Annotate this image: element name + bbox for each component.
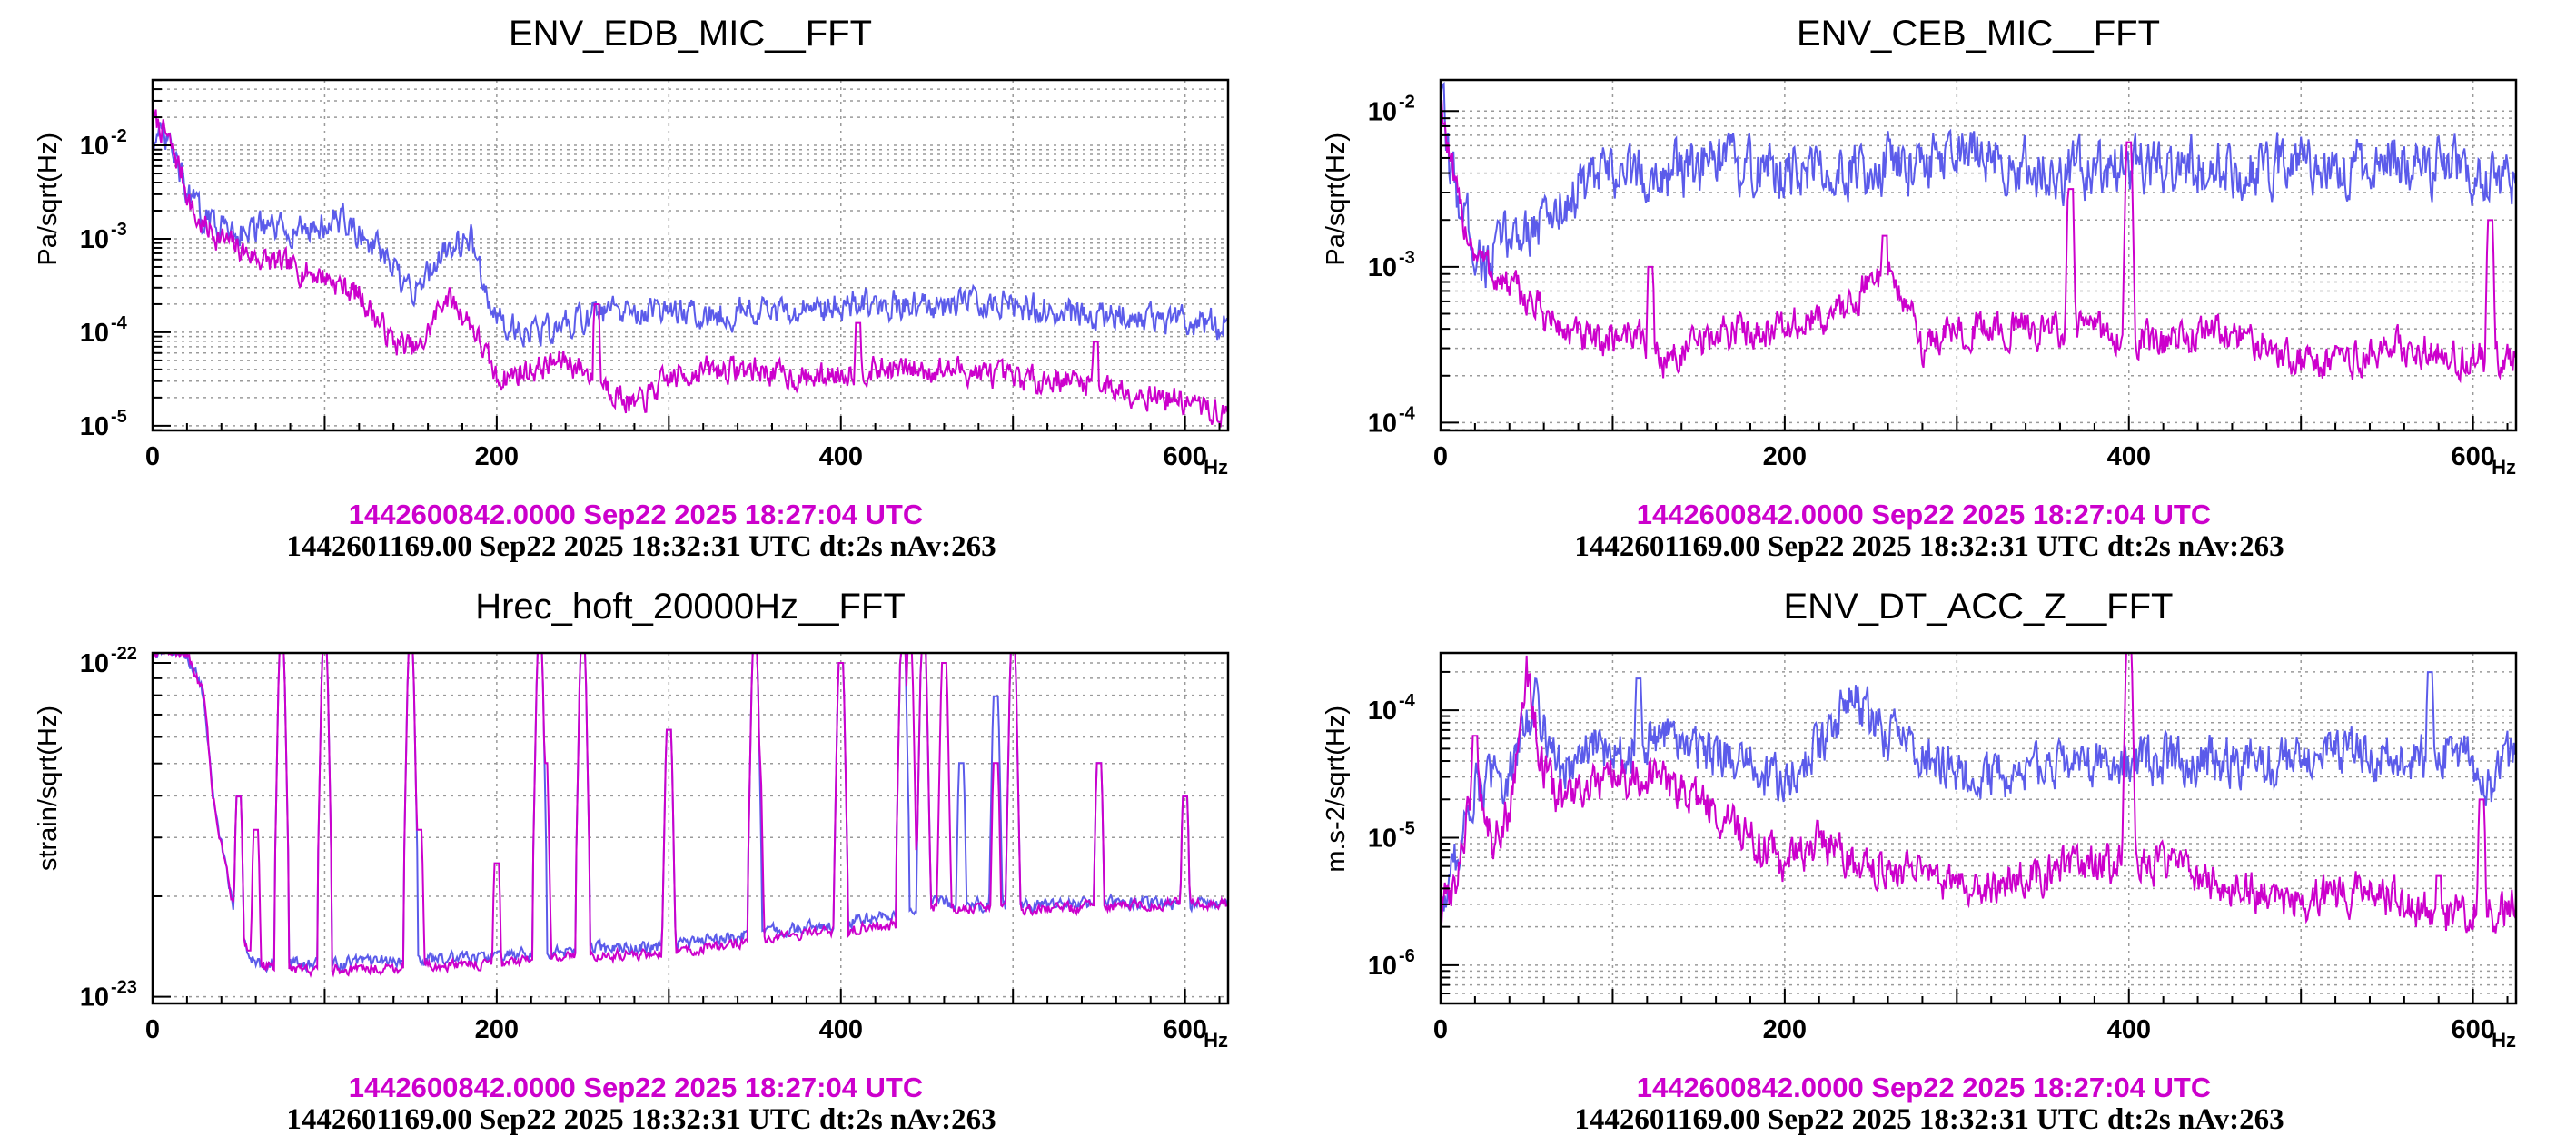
reference-timestamp: 1442600842.0000 Sep22 2025 18:27:04 UTC: [349, 499, 924, 530]
x-tick-label: 400: [819, 442, 863, 471]
current-timestamp: 1442601169.00 Sep22 2025 18:32:31 UTC dt…: [1574, 530, 2284, 563]
y-axis-label: strain/sqrt(Hz): [34, 706, 63, 871]
y-tick-label: 10: [80, 649, 109, 678]
y-tick-exponent: -4: [1399, 403, 1416, 423]
x-tick-label: 0: [1433, 1015, 1448, 1044]
plot-area: [153, 653, 1228, 979]
x-axis: [152, 989, 1221, 1003]
y-axis: [1441, 670, 1459, 995]
series-reference-line: [153, 109, 1228, 428]
reference-timestamp: 1442600842.0000 Sep22 2025 18:27:04 UTC: [1637, 499, 2212, 530]
series-current-line: [1441, 81, 2516, 289]
x-tick-label: 200: [1763, 442, 1807, 471]
plot-frame: [151, 78, 1230, 432]
y-axis: [1441, 110, 1459, 431]
x-tick-label: 200: [475, 1015, 519, 1044]
reference-timestamp: 1442600842.0000 Sep22 2025 18:27:04 UTC: [349, 1072, 924, 1103]
y-tick-label: 10: [80, 225, 109, 254]
y-tick-exponent: -4: [111, 313, 128, 333]
y-tick-label: 10: [1368, 696, 1397, 726]
reference-timestamp: 1442600842.0000 Sep22 2025 18:27:04 UTC: [1637, 1072, 2212, 1103]
y-tick-label: 10: [80, 983, 109, 1013]
y-tick-label: 10: [1368, 253, 1397, 282]
x-tick-label: 0: [145, 442, 160, 471]
y-tick-exponent: -5: [111, 407, 127, 427]
y-axis-label: Pa/sqrt(Hz): [34, 133, 63, 266]
x-axis: [152, 416, 1221, 430]
grid: [153, 653, 1228, 1003]
x-axis-label: Hz: [2492, 456, 2516, 479]
plot-area: [1441, 81, 2516, 384]
x-tick-label: 600: [1163, 442, 1206, 471]
chart-title: ENV_DT_ACC_Z__FFT: [1784, 587, 2174, 627]
y-tick-label: 10: [1368, 409, 1397, 438]
x-tick-label: 400: [2107, 442, 2151, 471]
y-tick-exponent: -2: [1399, 92, 1415, 112]
x-axis: [1440, 989, 2509, 1003]
y-tick-exponent: -23: [111, 978, 137, 998]
plot-frame: [151, 651, 1230, 1005]
y-tick-exponent: -3: [111, 220, 127, 240]
y-tick-label: 10: [1368, 952, 1397, 981]
y-tick-exponent: -6: [1399, 946, 1415, 966]
series-current-line: [1441, 671, 2516, 921]
y-tick-exponent: -3: [1399, 248, 1415, 268]
x-tick-label: 600: [2451, 442, 2494, 471]
y-tick-exponent: -22: [111, 644, 137, 664]
x-tick-label: 200: [1763, 1015, 1807, 1044]
x-tick-label: 400: [819, 1015, 863, 1044]
y-tick-label: 10: [1368, 97, 1397, 126]
x-tick-label: 200: [475, 442, 519, 471]
y-tick-label: 10: [80, 319, 109, 348]
x-tick-label: 600: [2451, 1015, 2494, 1044]
y-axis-label: m.s-2/sqrt(Hz): [1322, 706, 1351, 873]
y-axis-label: Pa/sqrt(Hz): [1322, 133, 1351, 266]
y-axis: [153, 662, 171, 998]
x-tick-label: 600: [1163, 1015, 1206, 1044]
x-axis-label: Hz: [1204, 1029, 1228, 1052]
chart-panel-2: Hrec_hoft_20000Hz__FFT 0 200 400 600 Hz 10 -22 1…: [0, 573, 1288, 1146]
y-tick-exponent: -5: [1399, 819, 1415, 839]
chart-panel-0: ENV_EDB_MIC__FFT 0 200 400 600 Hz 10 -2 10 -3 10 -4…: [0, 0, 1288, 573]
chart-title: ENV_EDB_MIC__FFT: [509, 14, 872, 54]
y-axis: [153, 79, 171, 431]
y-tick-label: 10: [80, 132, 109, 161]
current-timestamp: 1442601169.00 Sep22 2025 18:32:31 UTC dt…: [286, 530, 996, 563]
chart-panel-1: ENV_CEB_MIC__FFT 0 200 400 600 Hz 10 -2 10 -3 10 -4…: [1288, 0, 2576, 573]
y-tick-label: 10: [1368, 825, 1397, 854]
chart-title: Hrec_hoft_20000Hz__FFT: [475, 587, 906, 627]
current-timestamp: 1442601169.00 Sep22 2025 18:32:31 UTC dt…: [286, 1103, 996, 1136]
series-reference-line: [153, 653, 1228, 979]
series-reference-line: [1441, 99, 2516, 384]
plot-frame: [1439, 651, 2518, 1005]
plot-area: [1441, 653, 2516, 934]
series-reference-line: [1441, 653, 2516, 934]
x-tick-label: 400: [2107, 1015, 2151, 1044]
x-tick-label: 0: [1433, 442, 1448, 471]
chart-panel-3: ENV_DT_ACC_Z__FFT 0 200 400 600 Hz 10 -4 10 -5 10-…: [1288, 573, 2576, 1146]
series-current-line: [153, 122, 1228, 348]
plot-frame: [1439, 78, 2518, 432]
x-axis-label: Hz: [1204, 456, 1228, 479]
y-tick-label: 10: [80, 412, 109, 441]
y-tick-exponent: -2: [111, 126, 127, 146]
chart-title: ENV_CEB_MIC__FFT: [1797, 14, 2160, 54]
plot-area: [153, 109, 1228, 428]
x-axis-label: Hz: [2492, 1029, 2516, 1052]
x-tick-label: 0: [145, 1015, 160, 1044]
y-tick-exponent: -4: [1399, 691, 1416, 711]
current-timestamp: 1442601169.00 Sep22 2025 18:32:31 UTC dt…: [1574, 1103, 2284, 1136]
